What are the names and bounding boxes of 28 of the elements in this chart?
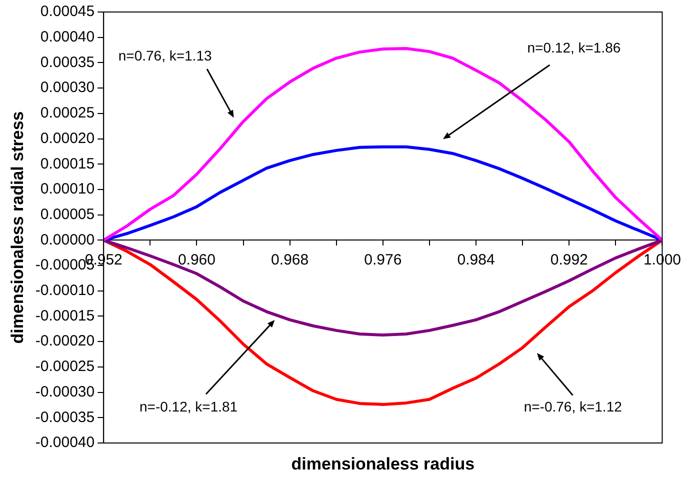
y-tick-label: 0.00045 bbox=[40, 3, 95, 20]
x-axis-title: dimensionaless radius bbox=[291, 454, 475, 474]
x-tick-label: 0.976 bbox=[364, 251, 402, 268]
text: 0.960 bbox=[178, 251, 216, 268]
y-tick-label: -0.00030 bbox=[35, 383, 95, 400]
y-tick-label: 0.00025 bbox=[40, 104, 95, 122]
y-tick-label: 0.00040 bbox=[40, 28, 95, 46]
annotation: n=-0.12, k=1.81 bbox=[139, 398, 238, 415]
x-tick-label: 0.968 bbox=[271, 251, 309, 268]
y-tick-label: -0.00015 bbox=[35, 307, 95, 324]
y-tick-label: 0.00015 bbox=[40, 155, 95, 172]
annotation: n=0.12, k=1.86 bbox=[527, 39, 621, 56]
y-tick-label: -0.00025 bbox=[35, 358, 95, 376]
y-tick-label: -0.00035 bbox=[35, 408, 95, 426]
annotation: n=-0.76, k=1.12 bbox=[524, 398, 622, 415]
y-axis-title: dimensionaless radial stress bbox=[8, 111, 27, 344]
y-tick-label: 0.00000 bbox=[40, 231, 95, 248]
y-tick-label: 0.00005 bbox=[40, 206, 95, 223]
x-tick-label: 0.992 bbox=[550, 251, 588, 268]
y-tick-label: 0.00010 bbox=[40, 180, 95, 198]
y-tick-label: -0.00020 bbox=[35, 332, 95, 350]
annotation: n=0.76, k=1.13 bbox=[118, 48, 212, 64]
y-tick-label: 0.00030 bbox=[40, 79, 95, 96]
y-tick-label: 0.00035 bbox=[40, 54, 95, 71]
x-tick-label: 0.984 bbox=[457, 251, 495, 268]
y-tick-label: -0.00040 bbox=[35, 434, 95, 452]
y-tick-label: -0.00010 bbox=[35, 282, 95, 300]
y-tick-label: 0.00020 bbox=[40, 130, 95, 147]
